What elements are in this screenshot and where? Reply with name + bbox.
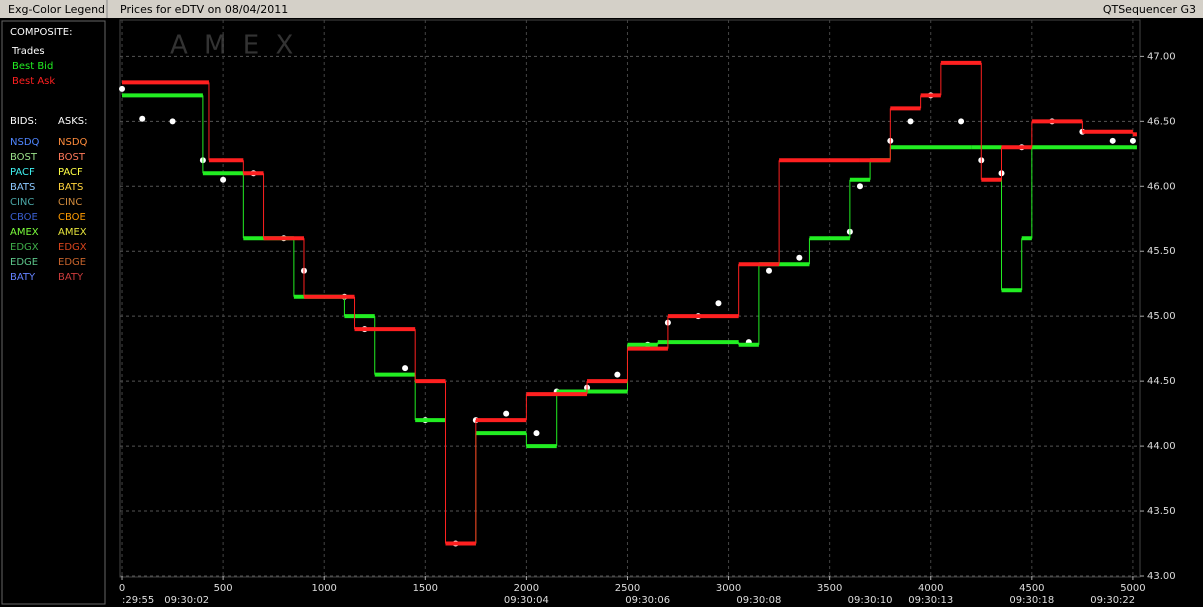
bid-exchange: EDGE — [10, 257, 38, 268]
x-tick-label: 3000 — [716, 583, 741, 594]
time-tick-label: 09:30:10 — [848, 595, 893, 606]
y-tick-label: 45.00 — [1147, 311, 1176, 322]
trade-point — [1129, 137, 1136, 144]
trade-point — [765, 267, 772, 274]
y-tick-label: 46.50 — [1147, 116, 1176, 127]
time-tick-label: 09:30:22 — [1090, 595, 1135, 606]
y-tick-label: 43.00 — [1147, 571, 1176, 582]
trade-point — [533, 430, 540, 437]
ask-exchange: EDGX — [58, 242, 87, 253]
legend: COMPOSITE: Trades Best Bid Best Ask BIDS: ASK… — [10, 27, 88, 283]
x-tick-label: 1000 — [311, 583, 336, 594]
x-tick-label: 2000 — [514, 583, 539, 594]
legend-panel — [1, 20, 106, 605]
bid-exchange: BATY — [10, 272, 36, 283]
bid-exchange: AMEX — [10, 227, 39, 238]
trade-point — [119, 85, 126, 92]
legend-heading: BIDS: — [10, 116, 37, 127]
bid-exchange: NSDQ — [10, 137, 40, 148]
bid-exchange: CBOE — [10, 212, 38, 223]
bid-exchange: PACF — [10, 167, 35, 178]
trade-point — [402, 365, 409, 372]
trade-point — [139, 115, 146, 122]
y-tick-label: 44.50 — [1147, 376, 1176, 387]
legend-entry: Trades — [11, 46, 45, 57]
legend-entry: Best Bid — [12, 61, 53, 72]
y-tick-label: 45.50 — [1147, 246, 1176, 257]
time-tick-label: 09:30:06 — [625, 595, 670, 606]
trade-point — [169, 118, 176, 125]
x-tick-label: 2500 — [615, 583, 640, 594]
marks — [119, 60, 1137, 547]
x-tick-label: 5000 — [1120, 583, 1145, 594]
x-tick-label: 500 — [214, 583, 233, 594]
legend-title: Exg-Color Legend — [8, 3, 105, 16]
bid-exchange: BOST — [10, 152, 38, 163]
time-tick-label: 09:30:13 — [908, 595, 953, 606]
ask-exchange: NSDQ — [58, 137, 88, 148]
bid-exchange: EDGX — [10, 242, 39, 253]
ask-exchange: CINC — [58, 197, 82, 208]
trade-point — [715, 300, 722, 307]
x-tick-label: 3500 — [817, 583, 842, 594]
ask-exchange: BATS — [58, 182, 83, 193]
y-tick-label: 44.00 — [1147, 441, 1176, 452]
ask-exchange: BOST — [58, 152, 86, 163]
time-tick-label: 09:30:02 — [164, 595, 209, 606]
ask-exchange: PACF — [58, 167, 83, 178]
trade-point — [907, 118, 914, 125]
ask-exchange: AMEX — [58, 227, 87, 238]
trade-point — [503, 410, 510, 417]
trade-point — [856, 183, 863, 190]
legend-heading: ASKS: — [58, 116, 87, 127]
watermark: A M E X — [170, 31, 297, 61]
ask-exchange: BATY — [58, 272, 84, 283]
x-tick-label: 4000 — [918, 583, 943, 594]
y-tick-label: 47.00 — [1147, 51, 1176, 62]
bid-exchange: CINC — [10, 197, 34, 208]
time-tick-label: 09:30:18 — [1009, 595, 1054, 606]
trade-point — [1109, 137, 1116, 144]
ask-exchange: CBOE — [58, 212, 86, 223]
trade-point — [220, 176, 227, 183]
legend-heading: COMPOSITE: — [10, 27, 72, 38]
x-tick-label: 1500 — [413, 583, 438, 594]
trade-point — [614, 371, 621, 378]
x-tick-label: 0 — [119, 583, 125, 594]
trade-point — [796, 254, 803, 261]
chart-title: Prices for eDTV on 08/04/2011 — [120, 3, 288, 16]
x-tick-label: 4500 — [1019, 583, 1044, 594]
axes: 43.00 43.50 44.00 44.50 45.00 45.50 46.00 46.50… — [119, 51, 1176, 606]
ask-exchange: EDGE — [58, 257, 86, 268]
app-name: QTSequencer G3 — [1103, 3, 1196, 16]
y-tick-label: 43.50 — [1147, 506, 1176, 517]
y-tick-label: 46.00 — [1147, 181, 1176, 192]
legend-entry: Best Ask — [12, 76, 55, 87]
time-tick-label: 09:30:08 — [736, 595, 781, 606]
plot-area — [119, 19, 1141, 578]
time-tick-label: 09:30:04 — [504, 595, 549, 606]
header-bar — [0, 0, 1203, 18]
trade-point — [958, 118, 965, 125]
time-tick-label: :29:55 — [122, 595, 154, 606]
bid-exchange: BATS — [10, 182, 35, 193]
